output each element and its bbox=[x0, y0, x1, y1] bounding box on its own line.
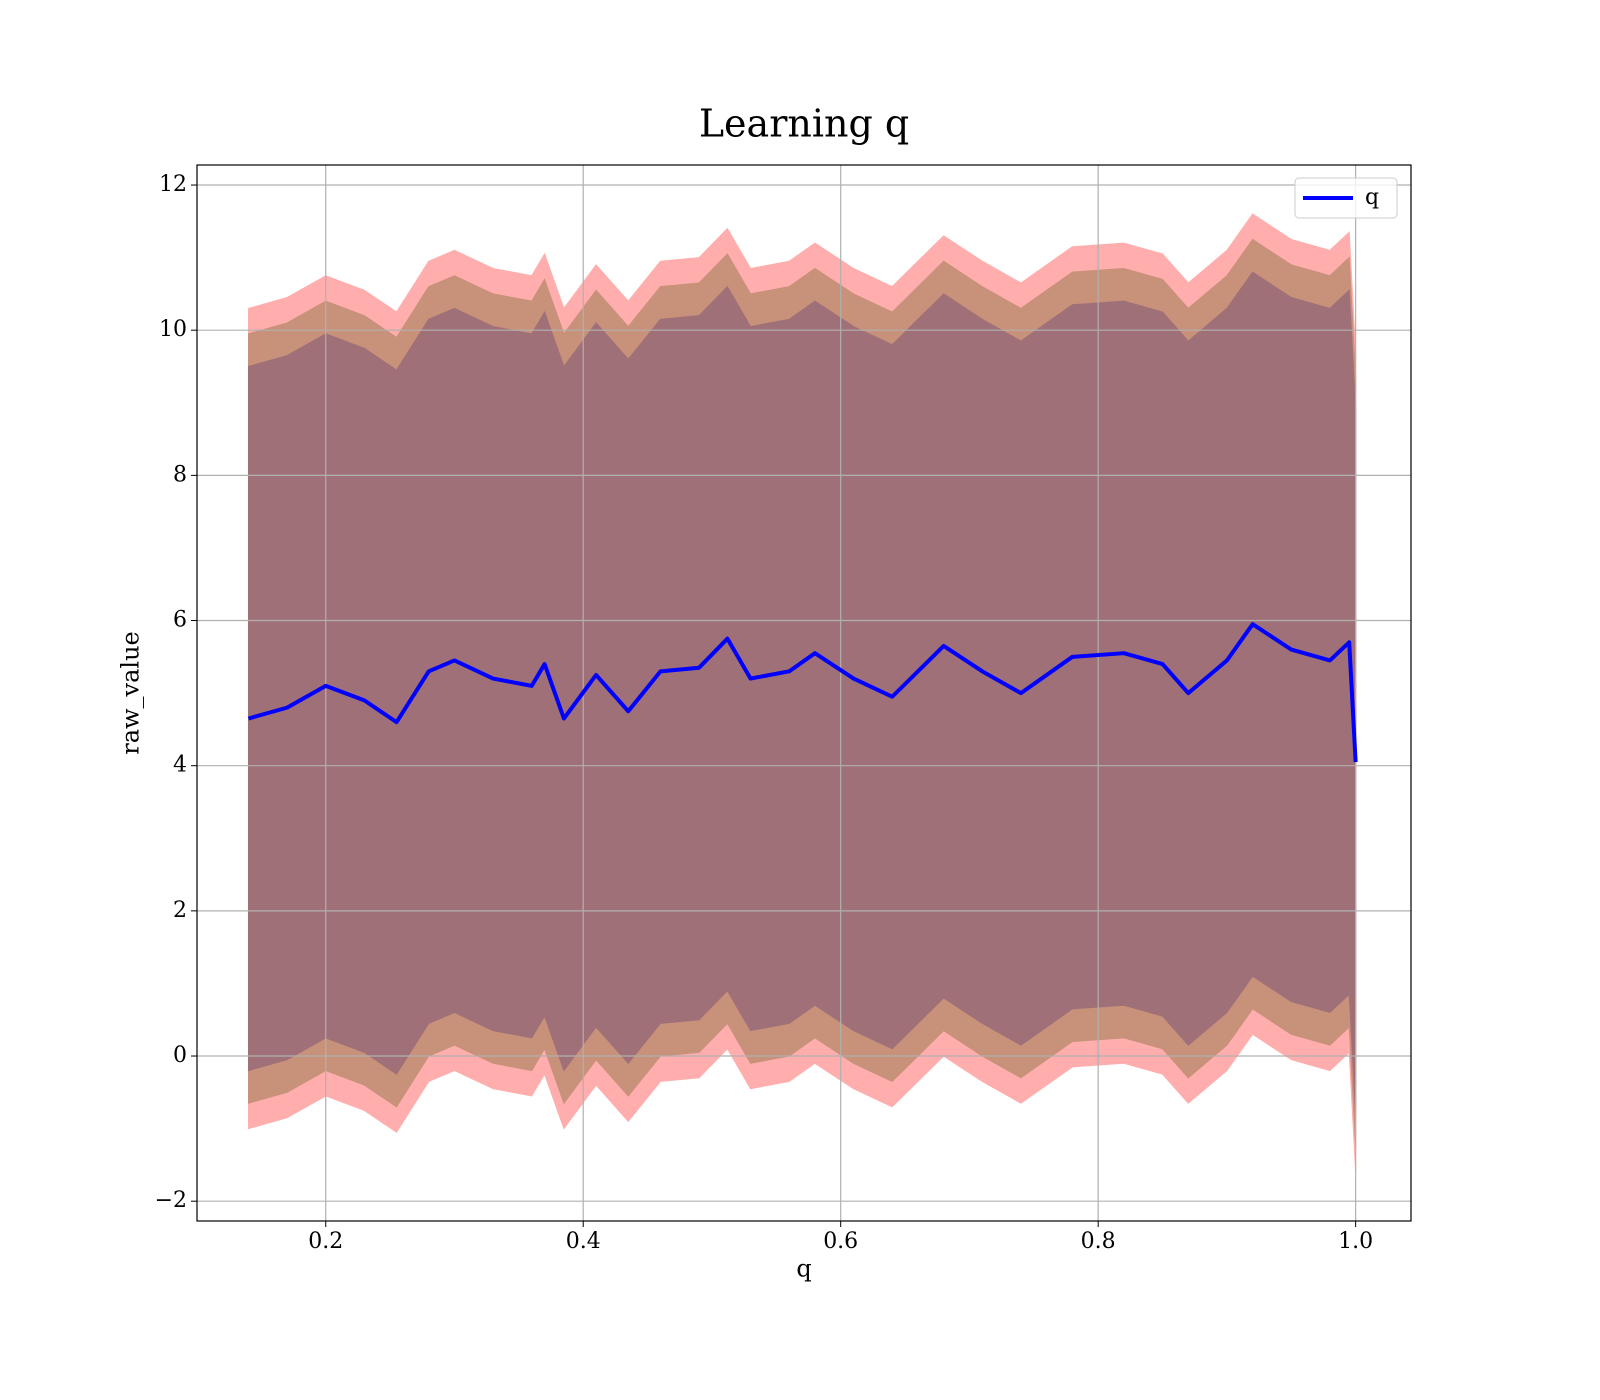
x-tick-label: 0.4 bbox=[566, 1229, 601, 1254]
x-tick-label: 0.6 bbox=[823, 1229, 858, 1254]
plot-frame bbox=[196, 164, 1412, 1222]
y-axis-label: raw_value bbox=[117, 631, 145, 755]
y-tick-label: 6 bbox=[173, 608, 187, 633]
chart-title: Learning q bbox=[699, 102, 909, 146]
line bbox=[247, 622, 1358, 763]
y-tick-label: −2 bbox=[155, 1188, 187, 1213]
y-tick-label: 8 bbox=[173, 462, 187, 487]
y-tick-label: 10 bbox=[159, 317, 187, 342]
x-axis-label: q bbox=[796, 1255, 811, 1283]
y-tick-label: 4 bbox=[173, 753, 187, 778]
x-tick-label: 0.8 bbox=[1081, 1229, 1116, 1254]
y-tick-label: 12 bbox=[159, 172, 187, 197]
y-tick-label: 2 bbox=[173, 898, 187, 923]
x-tick-label: 0.2 bbox=[308, 1229, 343, 1254]
y-tick-label: 0 bbox=[173, 1043, 187, 1068]
legend-label: q bbox=[1365, 185, 1379, 210]
x-tick-label: 1.0 bbox=[1338, 1229, 1373, 1254]
